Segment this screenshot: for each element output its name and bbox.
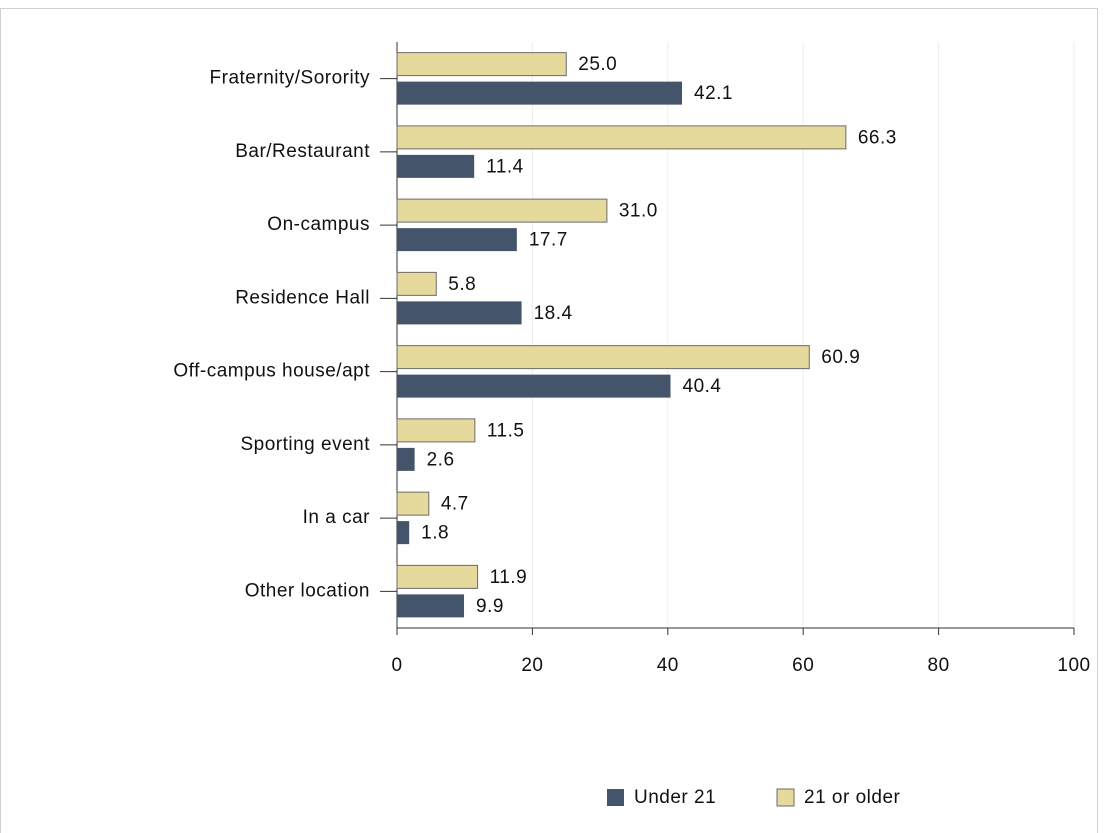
data-label: 31.0 [619,201,658,222]
legend-swatch [607,789,624,806]
data-label: 5.8 [448,274,476,295]
x-tick-label: 100 [1057,655,1090,676]
data-label: 66.3 [858,127,897,148]
bar [397,228,517,252]
data-label: 11.5 [487,420,525,441]
data-label: 11.9 [490,567,528,588]
bar [397,154,475,178]
legend-label: Under 21 [634,787,716,808]
bar [397,521,410,545]
bar [397,594,465,618]
bar [396,198,608,223]
data-label: 2.6 [427,449,455,470]
bar [396,271,437,296]
bar [396,345,810,370]
bar [397,447,415,471]
data-label: 25.0 [578,54,617,75]
bar [397,374,671,398]
x-tick-label: 80 [928,655,950,676]
bar [396,125,847,150]
x-tick-label: 20 [521,655,543,676]
y-tick-label: Sporting event [240,434,370,455]
data-label: 11.4 [486,156,524,177]
bar [397,301,522,325]
legend-swatch [776,788,795,807]
data-label: 40.4 [683,376,722,397]
data-label: 9.9 [476,596,504,617]
x-tick-label: 40 [657,655,679,676]
legend-label: 21 or older [804,787,901,808]
y-tick-label: Fraternity/Sorority [210,68,370,89]
y-tick-label: Residence Hall [235,287,370,308]
x-tick-label: 0 [391,655,402,676]
data-label: 18.4 [534,303,573,324]
y-tick-label: Other location [245,580,370,601]
bar [396,564,479,589]
x-tick-label: 60 [792,655,814,676]
y-tick-label: Bar/Restaurant [235,141,370,162]
data-label: 17.7 [529,230,568,251]
bar [396,491,430,516]
data-label: 60.9 [821,347,860,368]
data-label: 42.1 [694,83,733,104]
data-label: 1.8 [421,523,449,544]
bar [396,52,567,77]
y-tick-label: On-campus [267,214,370,235]
bar [397,81,683,105]
frame [0,8,1098,833]
y-tick-label: In a car [303,507,371,528]
y-tick-label: Off-campus house/apt [173,361,370,382]
bar [396,418,476,443]
data-label: 4.7 [441,494,469,515]
